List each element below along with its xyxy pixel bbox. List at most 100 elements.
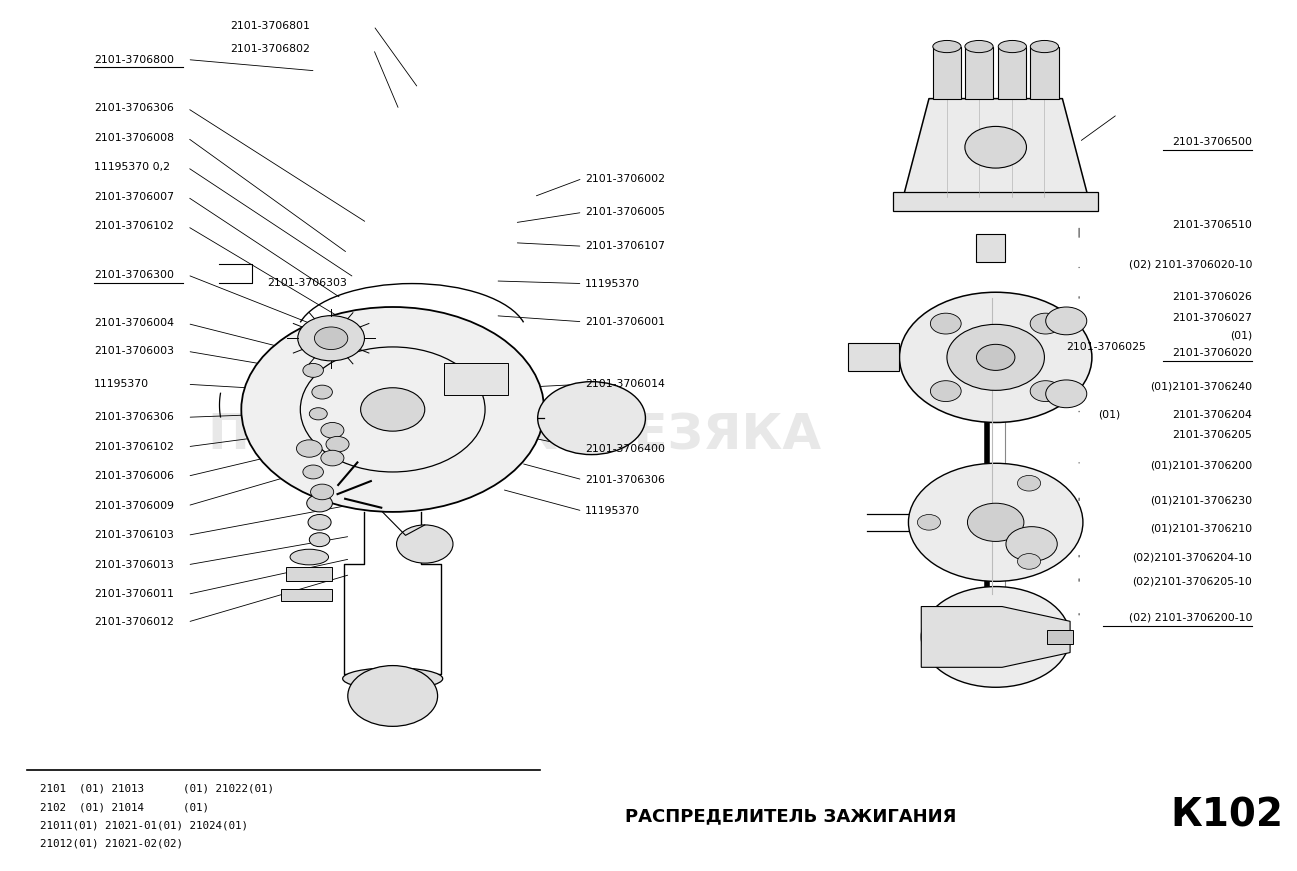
Bar — [999, 46, 1026, 98]
Text: 2101-3706306: 2101-3706306 — [93, 412, 174, 422]
Text: 2101-3706012: 2101-3706012 — [93, 618, 174, 627]
Bar — [287, 568, 332, 581]
Text: (02) 2101-3706020-10: (02) 2101-3706020-10 — [1128, 260, 1253, 269]
Bar — [894, 192, 1099, 212]
Text: 2101-3706008: 2101-3706008 — [93, 132, 174, 143]
Text: ПЛАНЕТА ЖЕЛЕЗЯКА: ПЛАНЕТА ЖЕЛЕЗЯКА — [208, 411, 821, 460]
Text: 2101-3706102: 2101-3706102 — [93, 221, 174, 232]
Circle shape — [326, 436, 349, 452]
Circle shape — [303, 465, 323, 479]
Text: 2101-3706500: 2101-3706500 — [1172, 137, 1253, 147]
Text: 2101-3706205: 2101-3706205 — [1172, 430, 1253, 441]
Text: 2101-3706102: 2101-3706102 — [93, 442, 174, 452]
Text: 2101-3706107: 2101-3706107 — [585, 241, 665, 251]
Text: 2101-3706005: 2101-3706005 — [585, 207, 665, 218]
Text: 2101-3706510: 2101-3706510 — [1172, 220, 1253, 231]
Circle shape — [311, 385, 332, 399]
Text: (02) 2101-3706200-10: (02) 2101-3706200-10 — [1128, 613, 1253, 623]
Circle shape — [965, 126, 1026, 168]
Ellipse shape — [342, 668, 442, 690]
Text: 2101-3706020: 2101-3706020 — [1172, 348, 1253, 358]
Text: 2101-3706007: 2101-3706007 — [93, 192, 174, 202]
Circle shape — [303, 363, 323, 377]
Text: (01): (01) — [1099, 409, 1121, 420]
Text: 2101-3706204: 2101-3706204 — [1172, 409, 1253, 420]
Bar — [444, 363, 508, 395]
Bar — [1030, 46, 1058, 98]
Text: 2101-3706800: 2101-3706800 — [93, 55, 174, 64]
Ellipse shape — [291, 550, 328, 565]
Circle shape — [397, 525, 453, 564]
Text: 2101-3706103: 2101-3706103 — [93, 530, 174, 540]
Bar — [281, 589, 332, 601]
Circle shape — [1017, 476, 1040, 491]
Text: 2101-3706306: 2101-3706306 — [585, 475, 665, 485]
Circle shape — [1045, 307, 1087, 334]
Circle shape — [930, 314, 961, 334]
Circle shape — [1006, 527, 1057, 562]
Text: 2101-3706306: 2101-3706306 — [93, 103, 174, 113]
Text: 21011(01) 21021-01(01) 21024(01): 21011(01) 21021-01(01) 21024(01) — [40, 820, 248, 830]
Circle shape — [538, 381, 646, 455]
Circle shape — [899, 293, 1092, 422]
Circle shape — [1030, 314, 1061, 334]
Text: 2101-3706300: 2101-3706300 — [93, 270, 174, 280]
Circle shape — [348, 665, 437, 726]
Text: 2101-3706003: 2101-3706003 — [93, 347, 174, 356]
Bar — [1047, 630, 1073, 644]
Bar — [848, 343, 899, 371]
Text: (02)2101-3706205-10: (02)2101-3706205-10 — [1132, 577, 1253, 586]
Text: 2101-3706004: 2101-3706004 — [93, 319, 174, 328]
Text: 2101  (01) 21013      (01) 21022(01): 2101 (01) 21013 (01) 21022(01) — [40, 784, 274, 793]
Circle shape — [306, 495, 332, 512]
Bar — [933, 46, 961, 98]
Text: 11195370: 11195370 — [585, 279, 641, 288]
Text: 2101-3706014: 2101-3706014 — [585, 379, 665, 389]
Bar — [965, 46, 994, 98]
Text: 11195370: 11195370 — [585, 506, 641, 516]
Text: РАСПРЕДЕЛИТЕЛЬ ЗАЖИГАНИЯ: РАСПРЕДЕЛИТЕЛЬ ЗАЖИГАНИЯ — [625, 807, 956, 825]
Text: 2102  (01) 21014      (01): 2102 (01) 21014 (01) — [40, 802, 209, 812]
Circle shape — [977, 344, 1016, 370]
Text: 2101-3706006: 2101-3706006 — [93, 471, 174, 482]
Text: 2101-3706025: 2101-3706025 — [1066, 342, 1147, 352]
Text: 2101-3706802: 2101-3706802 — [230, 44, 310, 54]
Circle shape — [310, 484, 333, 500]
Ellipse shape — [933, 40, 961, 52]
Ellipse shape — [1030, 40, 1058, 52]
Circle shape — [309, 533, 329, 547]
Circle shape — [947, 324, 1044, 390]
Text: 11195370 0,2: 11195370 0,2 — [93, 162, 170, 172]
Circle shape — [298, 315, 364, 361]
Text: 2101-3706009: 2101-3706009 — [93, 501, 174, 510]
Text: 2101-3706027: 2101-3706027 — [1172, 314, 1253, 323]
Text: 11195370: 11195370 — [93, 379, 149, 389]
Circle shape — [1017, 554, 1040, 570]
Text: 2101-3706001: 2101-3706001 — [585, 317, 665, 327]
Circle shape — [320, 450, 344, 466]
Text: 2101-3706026: 2101-3706026 — [1172, 292, 1253, 301]
Circle shape — [297, 440, 322, 457]
Text: (01)2101-3706240: (01)2101-3706240 — [1150, 381, 1253, 392]
Text: 2101-3706002: 2101-3706002 — [585, 173, 665, 184]
Text: (01)2101-3706230: (01)2101-3706230 — [1150, 496, 1253, 506]
Text: 2101-3706400: 2101-3706400 — [585, 443, 665, 454]
Text: (02)2101-3706204-10: (02)2101-3706204-10 — [1132, 552, 1253, 562]
Circle shape — [361, 388, 424, 431]
Text: (01)2101-3706200: (01)2101-3706200 — [1150, 461, 1253, 471]
Circle shape — [968, 503, 1023, 542]
Text: 21012(01) 21021-02(02): 21012(01) 21021-02(02) — [40, 839, 183, 848]
Circle shape — [930, 381, 961, 402]
Polygon shape — [921, 606, 1070, 667]
Circle shape — [309, 408, 327, 420]
Circle shape — [908, 463, 1083, 581]
Circle shape — [970, 619, 1021, 654]
Text: 2101-3706011: 2101-3706011 — [93, 590, 174, 599]
Ellipse shape — [999, 40, 1026, 52]
Circle shape — [320, 422, 344, 438]
Circle shape — [241, 307, 543, 512]
Polygon shape — [903, 98, 1088, 197]
Circle shape — [921, 586, 1070, 687]
Text: (01)2101-3706210: (01)2101-3706210 — [1150, 523, 1253, 533]
Bar — [977, 234, 1005, 262]
